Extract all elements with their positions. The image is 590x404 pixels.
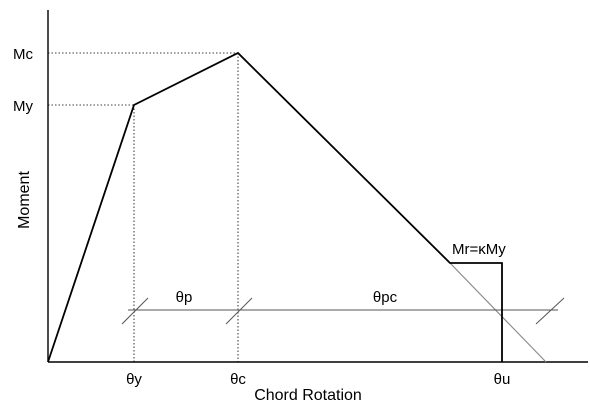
dimension-tick-theta-c bbox=[225, 297, 253, 325]
y-axis-label: Moment bbox=[16, 171, 33, 229]
theta-c-label: θc bbox=[230, 371, 246, 388]
softening-extension-line bbox=[449, 262, 547, 363]
my-label: My bbox=[13, 98, 33, 115]
mc-label: Mc bbox=[13, 46, 33, 63]
theta-pc-label: θpc bbox=[373, 289, 398, 306]
dimension-tick-theta-y bbox=[121, 297, 149, 325]
theta-y-label: θy bbox=[126, 371, 142, 388]
theta-p-label: θp bbox=[176, 289, 193, 306]
theta-u-label: θu bbox=[494, 371, 511, 388]
residual-moment-label: Mr=κMy bbox=[452, 241, 506, 258]
dimension-line bbox=[121, 297, 565, 325]
x-axis-label: Chord Rotation bbox=[254, 387, 362, 404]
backbone-curve bbox=[47, 51, 503, 363]
dotted-guides bbox=[48, 52, 239, 362]
dimension-tick-end bbox=[535, 297, 565, 325]
